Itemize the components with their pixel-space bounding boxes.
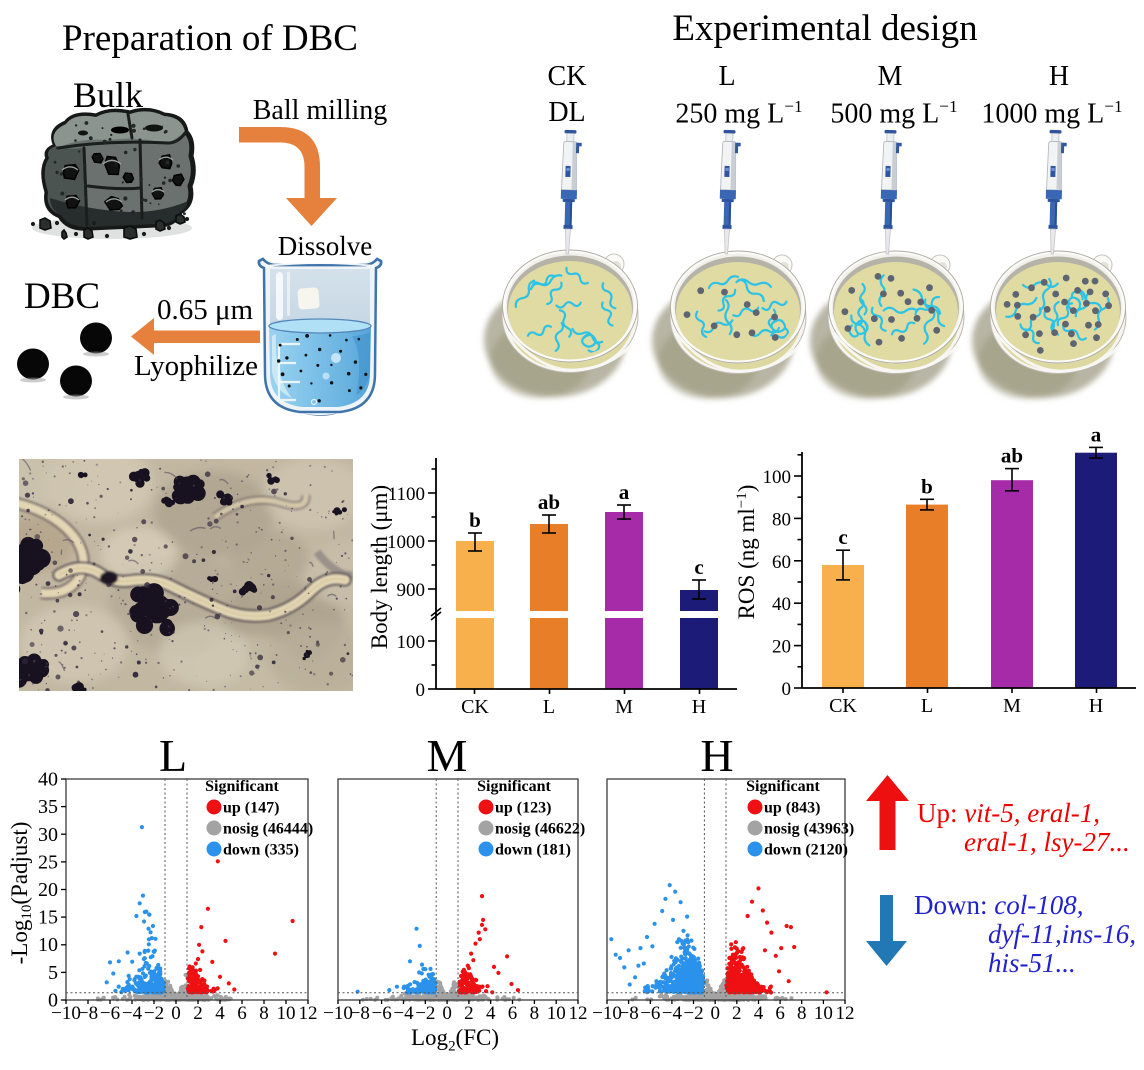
- svg-text:−8: −8: [618, 1003, 638, 1024]
- svg-text:6: 6: [237, 1003, 247, 1024]
- svg-text:ab: ab: [1001, 444, 1023, 468]
- svg-text:−2: −2: [683, 1003, 703, 1024]
- svg-text:c: c: [694, 555, 703, 579]
- svg-text:80: 80: [772, 509, 791, 530]
- svg-text:25: 25: [38, 851, 58, 873]
- svg-text:−6: −6: [640, 1003, 660, 1024]
- svg-text:10: 10: [277, 1003, 296, 1024]
- svg-text:up (147): up (147): [223, 800, 279, 817]
- svg-text:M: M: [1003, 695, 1021, 717]
- svg-text:nosig (43963): nosig (43963): [764, 821, 854, 838]
- svg-text:−10: −10: [323, 1003, 353, 1024]
- svg-text:a: a: [1091, 428, 1102, 446]
- svg-text:L: L: [543, 696, 555, 718]
- svg-text:0: 0: [171, 1003, 181, 1024]
- svg-text:2: 2: [732, 1003, 742, 1024]
- svg-text:0: 0: [710, 1003, 720, 1024]
- svg-text:60: 60: [772, 552, 791, 573]
- svg-text:0: 0: [416, 680, 426, 701]
- svg-text:−2: −2: [144, 1003, 164, 1024]
- svg-text:40: 40: [772, 594, 791, 615]
- svg-text:up (123): up (123): [495, 800, 551, 817]
- svg-text:nosig (46622): nosig (46622): [495, 821, 585, 838]
- svg-text:0: 0: [48, 990, 58, 1012]
- svg-text:1100: 1100: [388, 484, 425, 505]
- svg-text:b: b: [469, 508, 481, 532]
- svg-text:−10: −10: [51, 1003, 81, 1024]
- svg-text:ROS (ng ml−1): ROS (ng ml−1): [734, 485, 759, 620]
- svg-text:1000: 1000: [387, 532, 425, 553]
- svg-text:−8: −8: [350, 1003, 370, 1024]
- svg-text:8: 8: [530, 1003, 540, 1024]
- svg-text:10: 10: [814, 1003, 833, 1024]
- svg-text:12: 12: [836, 1003, 855, 1024]
- svg-text:a: a: [619, 480, 630, 504]
- svg-text:−4: −4: [122, 1003, 143, 1024]
- svg-text:20: 20: [772, 637, 791, 658]
- svg-text:4: 4: [486, 1003, 496, 1024]
- svg-text:−2: −2: [415, 1003, 435, 1024]
- svg-text:Significant: Significant: [477, 778, 551, 795]
- svg-text:L: L: [921, 695, 933, 717]
- svg-text:30: 30: [38, 824, 58, 846]
- svg-text:−6: −6: [371, 1003, 391, 1024]
- svg-text:4: 4: [754, 1003, 764, 1024]
- svg-text:c: c: [838, 525, 847, 549]
- svg-text:−4: −4: [662, 1003, 683, 1024]
- svg-text:35: 35: [38, 796, 58, 818]
- svg-text:Significant: Significant: [746, 778, 820, 795]
- svg-text:2: 2: [193, 1003, 203, 1024]
- svg-text:ab: ab: [538, 490, 560, 514]
- svg-text:100: 100: [763, 467, 792, 488]
- svg-text:0: 0: [782, 679, 792, 700]
- svg-text:down (2120): down (2120): [764, 842, 848, 859]
- svg-text:up (843): up (843): [764, 800, 820, 817]
- svg-text:10: 10: [547, 1003, 566, 1024]
- svg-text:−6: −6: [100, 1003, 120, 1024]
- svg-text:−10: −10: [592, 1003, 622, 1024]
- svg-text:20: 20: [38, 879, 58, 901]
- svg-text:0: 0: [442, 1003, 452, 1024]
- svg-text:M: M: [615, 696, 633, 718]
- svg-text:12: 12: [299, 1003, 318, 1024]
- svg-text:CK: CK: [461, 696, 489, 718]
- svg-text:8: 8: [259, 1003, 269, 1024]
- svg-text:100: 100: [397, 632, 426, 653]
- svg-text:5: 5: [48, 962, 58, 984]
- svg-text:12: 12: [569, 1003, 588, 1024]
- svg-text:CK: CK: [829, 695, 857, 717]
- svg-text:900: 900: [397, 580, 426, 601]
- svg-text:nosig (46444): nosig (46444): [223, 821, 313, 838]
- svg-text:8: 8: [797, 1003, 807, 1024]
- svg-text:6: 6: [508, 1003, 518, 1024]
- svg-text:-Log10(Padjust): -Log10(Padjust): [7, 822, 35, 965]
- svg-text:10: 10: [38, 934, 58, 956]
- svg-text:−8: −8: [78, 1003, 98, 1024]
- svg-text:b: b: [921, 474, 933, 498]
- svg-text:6: 6: [775, 1003, 785, 1024]
- svg-text:Body length (μm): Body length (μm): [367, 485, 392, 649]
- svg-text:4: 4: [215, 1003, 225, 1024]
- svg-text:H: H: [692, 696, 706, 718]
- svg-text:40: 40: [38, 769, 58, 791]
- svg-text:15: 15: [38, 907, 58, 929]
- svg-text:down (335): down (335): [223, 842, 299, 859]
- svg-text:H: H: [1089, 695, 1103, 717]
- svg-text:Significant: Significant: [205, 778, 279, 795]
- svg-text:2: 2: [464, 1003, 474, 1024]
- svg-text:down (181): down (181): [495, 842, 571, 859]
- svg-text:−4: −4: [393, 1003, 414, 1024]
